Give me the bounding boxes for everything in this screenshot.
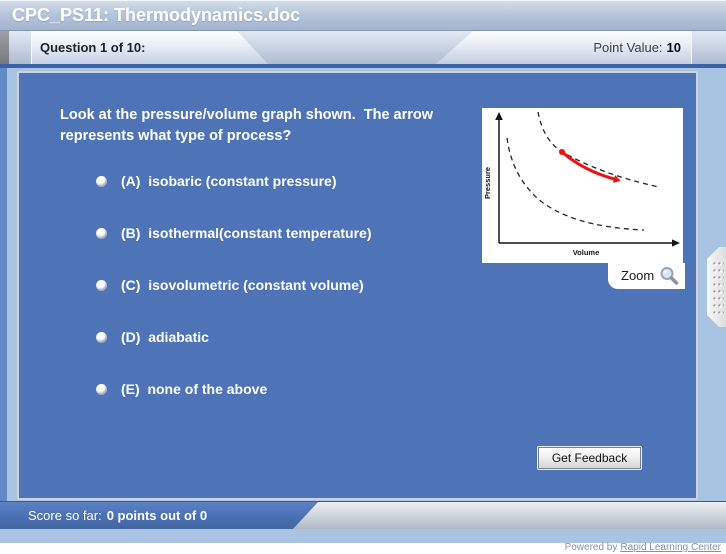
question-counter: Question 1 of 10: — [40, 40, 146, 55]
option-row-c[interactable]: (C) isovolumetric (constant volume) — [96, 275, 371, 295]
score-bar-blue-section — [0, 502, 318, 529]
pressure-volume-graph: Pressure Volume — [482, 108, 683, 263]
header-left-cap — [0, 31, 9, 64]
title-bar: CPC_PS11: Thermodynamics.doc — [0, 0, 726, 31]
option-row-d[interactable]: (D) adiabatic — [96, 327, 371, 347]
question-counter-tab: Question 1 of 10: — [32, 31, 268, 64]
radio-option-a[interactable] — [96, 175, 107, 187]
zoom-button-label: Zoom — [621, 268, 655, 283]
left-border-strip — [0, 68, 7, 529]
x-axis-label: Volume — [573, 248, 600, 257]
x-axis-arrow-icon — [672, 239, 680, 247]
question-text: Look at the pressure/volume graph shown.… — [60, 107, 438, 144]
side-grip-handle[interactable] — [707, 247, 726, 327]
radio-option-c[interactable] — [96, 279, 107, 291]
rapid-learning-center-link[interactable]: Rapid Learning Center — [620, 542, 721, 553]
y-axis-label: Pressure — [483, 167, 492, 199]
lower-isotherm-curve — [506, 137, 645, 231]
point-value-label: Point Value: — [593, 40, 663, 55]
answer-options: (A) isobaric (constant pressure) (B) iso… — [96, 171, 371, 431]
option-b-label: (B) isothermal(constant temperature) — [121, 225, 372, 241]
document-title: CPC_PS11: Thermodynamics.doc — [12, 5, 301, 25]
option-c-label: (C) isovolumetric (constant volume) — [121, 277, 364, 293]
option-row-a[interactable]: (A) isobaric (constant pressure) — [96, 171, 371, 191]
y-axis-arrow-icon — [495, 112, 503, 120]
option-a-label: (A) isobaric (constant pressure) — [121, 173, 337, 189]
option-row-b[interactable]: (B) isothermal(constant temperature) — [96, 223, 371, 243]
header-separator — [31, 31, 32, 64]
powered-by-label: Powered by — [564, 542, 618, 553]
score-label: Score so far: — [28, 508, 102, 523]
process-arrow — [559, 149, 616, 181]
option-e-label: (E) none of the above — [121, 381, 268, 397]
header-underline — [0, 64, 726, 68]
radio-option-b[interactable] — [96, 227, 107, 239]
upper-isotherm-curve — [537, 111, 660, 188]
magnifier-icon — [660, 267, 679, 285]
point-value: 10 — [666, 40, 681, 55]
score-bar-silver-section — [292, 502, 726, 529]
get-feedback-button[interactable]: Get Feedback — [538, 447, 641, 469]
radio-option-d[interactable] — [96, 331, 107, 343]
score-bar: Score so far: 0 points out of 0 — [0, 501, 726, 529]
option-d-label: (D) adiabatic — [121, 329, 209, 345]
question-panel: Look at the pressure/volume graph shown.… — [17, 71, 698, 500]
header-right-separator — [691, 31, 692, 64]
process-arrow-head-icon — [612, 175, 621, 183]
grip-dots-icon — [712, 260, 724, 314]
radio-option-e[interactable] — [96, 383, 107, 395]
option-row-e[interactable]: (E) none of the above — [96, 379, 371, 399]
footer: Powered by Rapid Learning Center — [0, 542, 726, 554]
header-strip: Question 1 of 10: Point Value: 10 — [0, 31, 726, 64]
zoom-button[interactable]: Zoom — [608, 263, 685, 289]
point-value-tab: Point Value: 10 — [436, 31, 691, 64]
score-value: 0 points out of 0 — [106, 508, 208, 523]
